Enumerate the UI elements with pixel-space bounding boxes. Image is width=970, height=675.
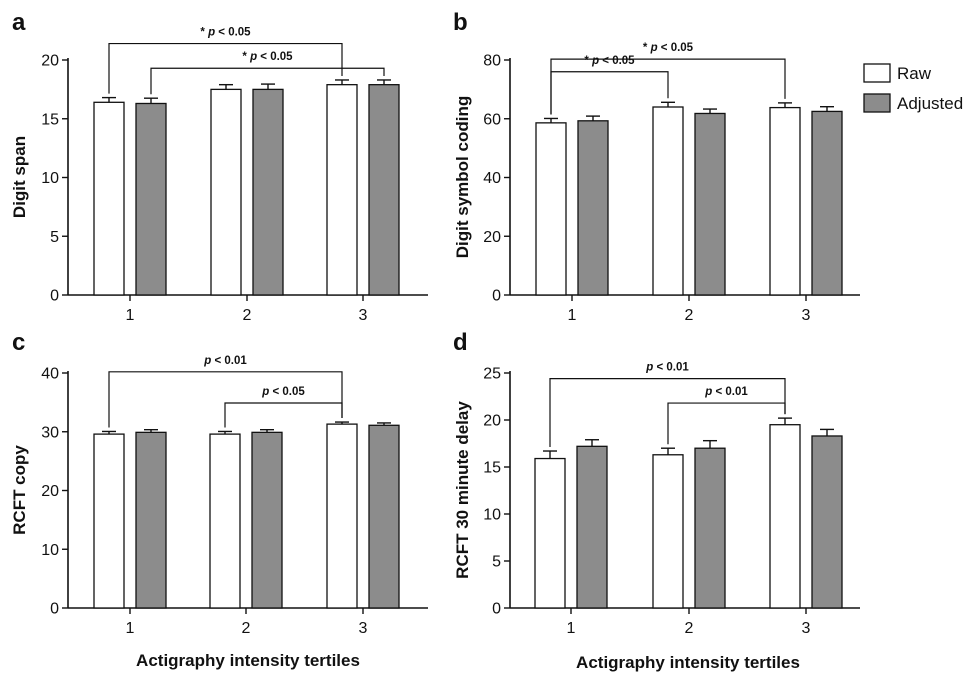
bar-raw-2 — [652, 454, 684, 609]
panel-b: b Digit symbol coding 0 20 40 60 80 1 2 3 * p < 0.… — [453, 9, 860, 324]
bar-adjusted-3 — [368, 424, 400, 609]
x-tick-label: 3 — [359, 307, 368, 324]
bar-adjusted-3 — [368, 84, 400, 296]
significance-bracket — [150, 67, 385, 95]
y-tick-label: 30 — [41, 424, 59, 441]
y-tick-label: 15 — [41, 111, 59, 128]
y-tick-label: 20 — [41, 53, 59, 70]
x-axis-label: Actigraphy intensity tertiles — [136, 651, 360, 670]
y-tick-label: 10 — [483, 507, 501, 524]
bar-raw-3 — [769, 424, 801, 609]
y-tick-label: 60 — [483, 111, 501, 128]
panel-letter: a — [12, 9, 26, 36]
significance-label: * p < 0.05 — [584, 55, 635, 67]
bar-raw-2 — [210, 88, 242, 296]
panel-a: a Digit span 0 5 10 15 20 1 2 3 * p < 0.05 * p < 0.… — [10, 9, 428, 324]
bar-adjusted-2 — [252, 88, 284, 296]
significance-bracket — [667, 402, 786, 445]
y-tick-label: 40 — [41, 366, 59, 383]
y-tick-label: 0 — [492, 601, 501, 618]
y-tick-label: 0 — [50, 601, 59, 618]
bar-adjusted-3 — [811, 435, 843, 609]
x-tick-label: 1 — [567, 620, 576, 637]
legend-label-raw: Raw — [897, 64, 932, 83]
significance-bracket — [550, 71, 669, 115]
bar-adjusted-2 — [251, 431, 283, 609]
bar-adjusted-3 — [811, 110, 843, 296]
y-tick-label: 0 — [50, 288, 59, 305]
x-tick-label: 1 — [568, 307, 577, 324]
panel-letter: c — [12, 329, 25, 356]
y-tick-label: 20 — [41, 483, 59, 500]
legend: Raw Adjusted — [863, 63, 963, 113]
significance-bracket — [108, 371, 343, 428]
significance-label: * p < 0.05 — [200, 27, 251, 39]
bar-raw-1 — [534, 457, 566, 609]
significance-label: p < 0.05 — [261, 386, 305, 398]
x-tick-label: 1 — [126, 620, 135, 637]
y-tick-label: 5 — [50, 229, 59, 246]
panel-letter: d — [453, 329, 468, 356]
y-tick-label: 0 — [492, 288, 501, 305]
significance-label: * p < 0.05 — [242, 51, 293, 63]
bar-adjusted-2 — [694, 447, 726, 609]
bar-adjusted-1 — [135, 431, 167, 609]
y-tick-label: 20 — [483, 229, 501, 246]
y-axis-label: Digit span — [10, 136, 29, 218]
bar-adjusted-2 — [694, 112, 726, 296]
bar-raw-3 — [326, 423, 358, 609]
bar-raw-3 — [326, 84, 358, 296]
y-tick-label: 5 — [492, 554, 501, 571]
x-tick-label: 1 — [126, 307, 135, 324]
bar-raw-1 — [93, 433, 125, 609]
significance-bracket — [549, 378, 786, 448]
bar-raw-2 — [652, 106, 684, 296]
legend-label-adjusted: Adjusted — [897, 94, 963, 113]
significance-label: p < 0.01 — [203, 355, 247, 367]
y-tick-label: 10 — [41, 170, 59, 187]
y-tick-label: 20 — [483, 413, 501, 430]
significance-label: p < 0.01 — [645, 362, 689, 374]
panel-d: d RCFT 30 minute delay Actigraphy intensit… — [453, 329, 860, 672]
x-tick-label: 2 — [243, 307, 252, 324]
x-tick-label: 3 — [802, 620, 811, 637]
bar-raw-1 — [535, 122, 567, 296]
x-tick-label: 3 — [802, 307, 811, 324]
significance-label: p < 0.01 — [704, 386, 748, 398]
y-tick-label: 40 — [483, 170, 501, 187]
x-tick-label: 2 — [685, 307, 694, 324]
y-tick-label: 10 — [41, 542, 59, 559]
x-tick-label: 3 — [359, 620, 368, 637]
bar-raw-3 — [769, 106, 801, 296]
significance-bracket — [108, 42, 343, 94]
bar-adjusted-1 — [576, 445, 608, 609]
bar-raw-2 — [209, 433, 241, 609]
bar-raw-1 — [93, 101, 125, 296]
y-axis-label: RCFT 30 minute delay — [453, 401, 472, 579]
x-axis-label: Actigraphy intensity tertiles — [576, 653, 800, 672]
y-axis-label: RCFT copy — [10, 445, 29, 535]
panel-letter: b — [453, 9, 468, 36]
y-tick-label: 15 — [483, 460, 501, 477]
legend-swatch-raw — [863, 63, 891, 83]
significance-bracket — [224, 402, 343, 428]
significance-label: * p < 0.05 — [643, 42, 694, 54]
y-tick-label: 25 — [483, 366, 501, 383]
x-tick-label: 2 — [242, 620, 251, 637]
x-tick-label: 2 — [685, 620, 694, 637]
y-tick-label: 80 — [483, 53, 501, 70]
bar-adjusted-1 — [577, 120, 609, 296]
legend-swatch-adjusted — [863, 93, 891, 113]
panel-c: c RCFT copy Actigraphy intensity tertiles 0… — [10, 329, 428, 670]
y-axis-label: Digit symbol coding — [453, 96, 472, 258]
bar-adjusted-1 — [135, 102, 167, 296]
